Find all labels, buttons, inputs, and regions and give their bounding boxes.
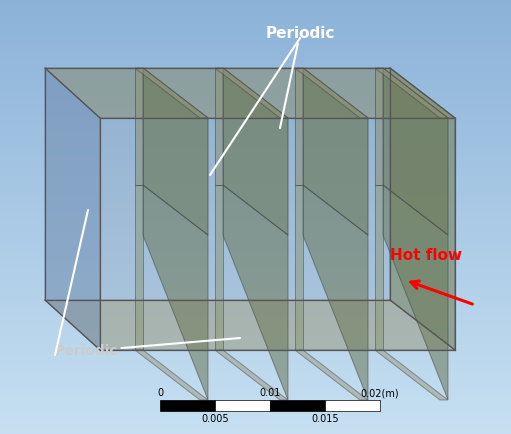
Polygon shape [143,68,208,235]
Text: 0: 0 [157,388,163,398]
Polygon shape [223,68,288,235]
Polygon shape [295,185,303,350]
Polygon shape [390,68,455,350]
Polygon shape [215,68,223,185]
Polygon shape [215,350,288,400]
Polygon shape [45,300,455,350]
Polygon shape [383,68,448,235]
Polygon shape [135,68,143,185]
Polygon shape [295,68,368,118]
Polygon shape [45,68,390,300]
Polygon shape [375,68,383,185]
Polygon shape [135,185,143,350]
Bar [215,400,270,411]
Text: Periodic: Periodic [265,26,335,128]
Polygon shape [45,68,100,350]
Polygon shape [143,185,208,400]
Bar [160,400,215,411]
Polygon shape [215,68,288,118]
Polygon shape [375,68,448,118]
Polygon shape [375,185,383,350]
Polygon shape [375,350,448,400]
Polygon shape [45,68,455,118]
Polygon shape [383,185,448,400]
Text: 0.02(m): 0.02(m) [361,388,399,398]
Text: Hot flow: Hot flow [390,247,462,263]
Polygon shape [135,350,208,400]
Text: 0.01: 0.01 [259,388,281,398]
Polygon shape [295,68,303,185]
Text: 0.015: 0.015 [311,414,339,424]
Text: Periodic: Periodic [55,338,240,358]
Text: 0.005: 0.005 [201,414,229,424]
Polygon shape [215,185,223,350]
Polygon shape [295,350,368,400]
Bar [325,400,380,411]
Polygon shape [223,185,288,400]
Bar [270,400,325,411]
Polygon shape [303,185,368,400]
Polygon shape [303,68,368,235]
Polygon shape [135,68,208,118]
